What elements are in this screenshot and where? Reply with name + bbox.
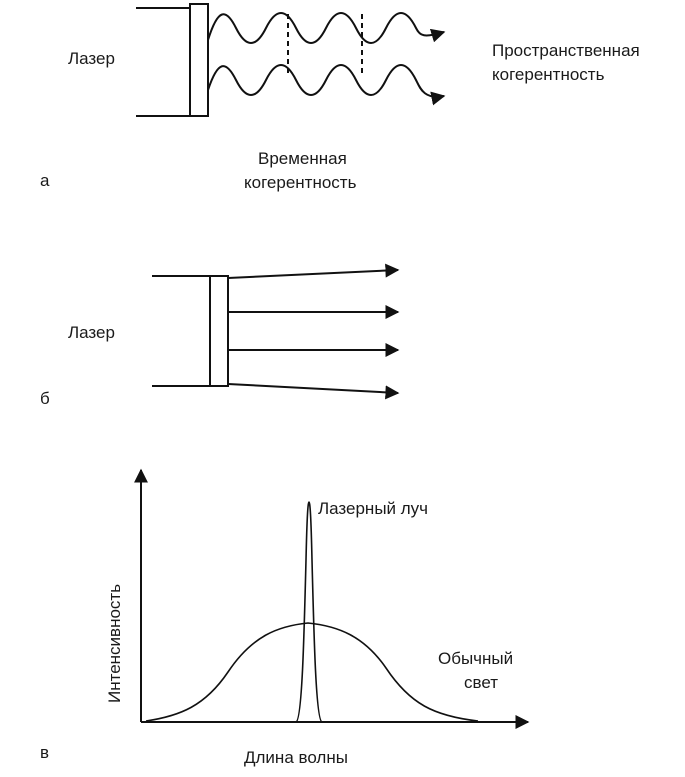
beam-ray-1: [227, 263, 400, 279]
temporal-coherence-label-line2: когерентность: [244, 173, 357, 192]
laser-beam-label: Лазерный луч: [318, 499, 428, 518]
panel-c: Лазерный луч Обычный свет Длина волны Ин…: [40, 468, 530, 767]
wave-lower: [207, 64, 446, 106]
panel-a: Лазер Пространственная когерентность Вре…: [40, 3, 640, 192]
beam-ray-4: [227, 383, 400, 400]
ordinary-light-curve: [145, 622, 479, 722]
wave-upper: [207, 12, 446, 44]
laser-output-mirror: [209, 275, 229, 387]
spatial-coherence-label-line2: когерентность: [492, 65, 605, 84]
spatial-coherence-label-line1: Пространственная: [492, 41, 640, 60]
laser-label-a: Лазер: [68, 49, 115, 68]
laser-label-b: Лазер: [68, 323, 115, 342]
x-axis-label: Длина волны: [244, 748, 348, 767]
ordinary-light-label-line1: Обычный: [438, 649, 513, 668]
temporal-coherence-label-line1: Временная: [258, 149, 347, 168]
panel-letter-a: а: [40, 171, 50, 190]
panel-letter-c: в: [40, 743, 49, 762]
panel-b: Лазер б: [40, 263, 400, 408]
laser-line-peak: [295, 501, 323, 723]
panel-letter-b: б: [40, 389, 50, 408]
laser-output-mirror: [189, 3, 209, 117]
ordinary-light-label-line2: свет: [464, 673, 498, 692]
y-axis-label: Интенсивность: [105, 584, 124, 703]
